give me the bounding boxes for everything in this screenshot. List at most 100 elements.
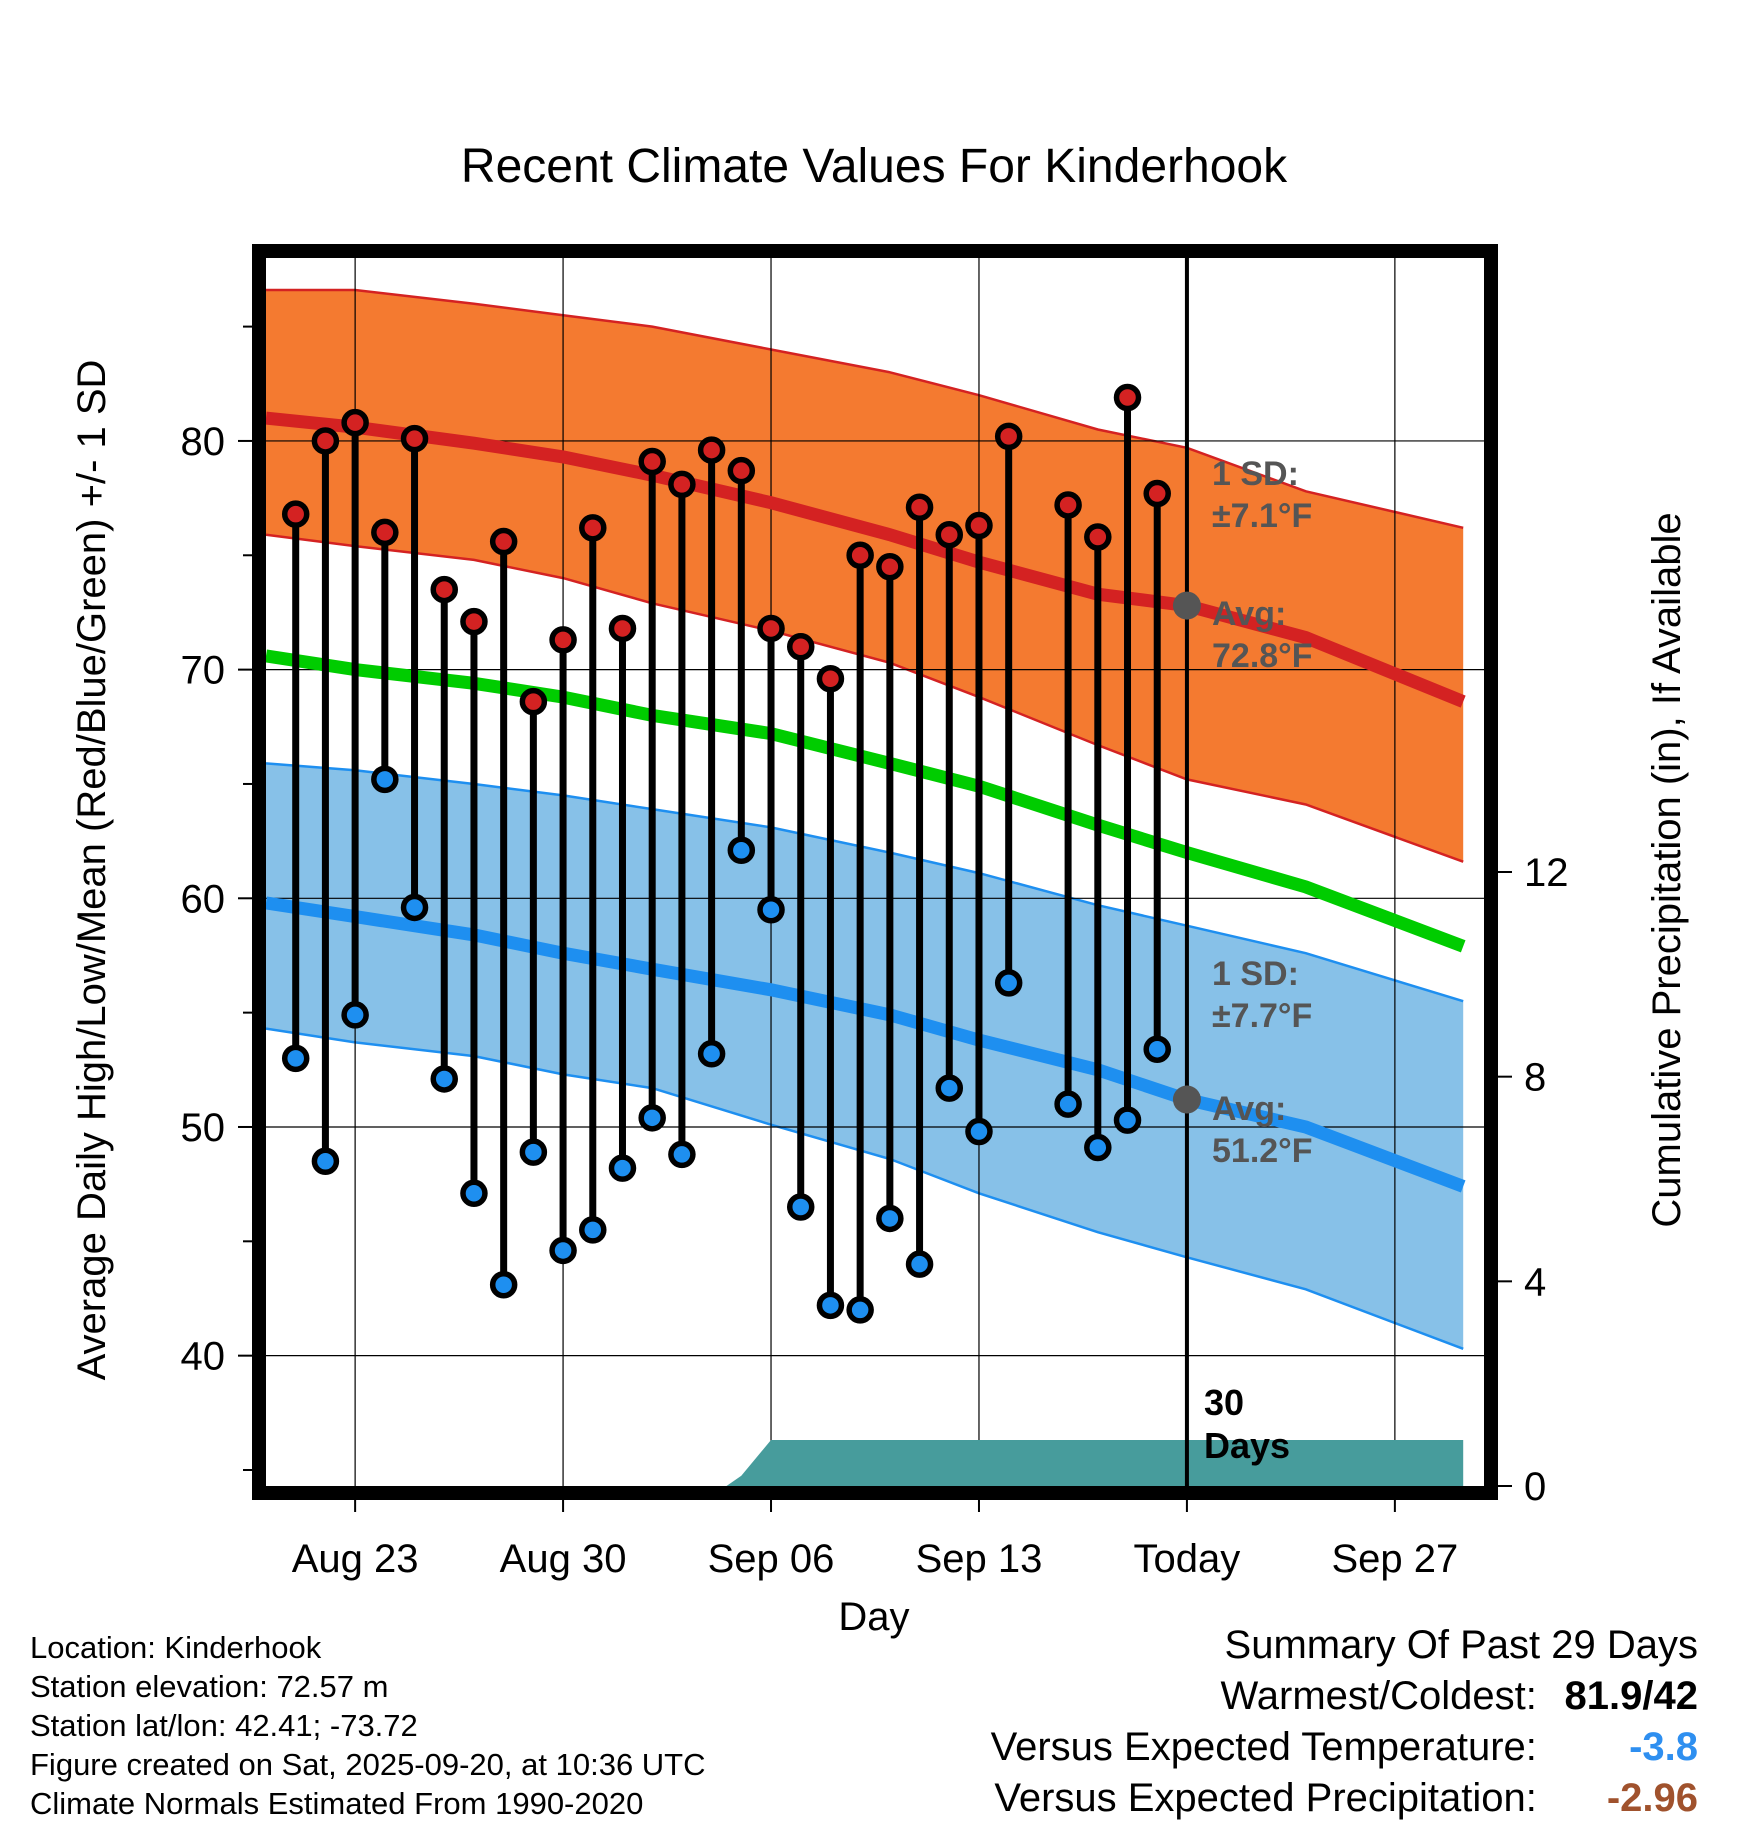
daily-high-point — [341, 408, 369, 437]
y-tick-label: 40 — [181, 1335, 226, 1379]
x-tick-label: Aug 23 — [292, 1537, 419, 1581]
annotations: 1 SD: ±7.1°F Avg: 72.8°F 1 SD: ±7.7°F Av… — [1204, 455, 1313, 1466]
daily-low-point — [668, 1140, 696, 1169]
y-axis-right: 0 4 8 12 — [1498, 851, 1569, 1509]
y2-tick-label: 0 — [1524, 1465, 1546, 1509]
daily-low-point — [697, 1040, 726, 1068]
daily-low-point — [816, 1291, 845, 1320]
daily-high-point — [668, 470, 696, 499]
daily-high-point — [1143, 479, 1171, 508]
temp-label: Versus Expected Temperature: — [990, 1725, 1537, 1769]
daily-low-point — [579, 1216, 607, 1244]
daily-low-point — [727, 836, 756, 865]
low-avg-label: Avg: — [1212, 1090, 1286, 1128]
precip-label: Versus Expected Precipitation: — [994, 1776, 1537, 1820]
daily-low-point — [1084, 1133, 1112, 1162]
station-info: Location: Kinderhook Station elevation: … — [30, 1628, 706, 1823]
avg-high-line — [266, 411, 1466, 708]
plot-area — [266, 258, 1484, 1486]
daily-low-point — [400, 893, 429, 922]
daily-low-point — [519, 1138, 548, 1166]
x-tick-label: Aug 30 — [500, 1537, 627, 1581]
low-sd-value: ±7.7°F — [1212, 997, 1312, 1035]
low-sd-label: 1 SD: — [1212, 955, 1299, 993]
daily-low-point — [994, 969, 1023, 997]
daily-low-point — [905, 1250, 934, 1278]
high-sd-label: 1 SD: — [1212, 455, 1299, 493]
summary-title: Summary Of Past 29 Days — [1224, 1623, 1698, 1667]
daily-low-point — [1143, 1035, 1171, 1063]
y-tick-label: 80 — [181, 420, 226, 464]
plot-frame — [252, 244, 1498, 1500]
daily-high-point — [489, 527, 518, 556]
y2-axis-label: Cumulative Precipitation (in), If Availa… — [1645, 512, 1689, 1227]
daily-low-point — [281, 1044, 310, 1073]
x-tick-label: Sep 06 — [708, 1537, 835, 1581]
daily-high-point — [757, 614, 785, 643]
y-tick-label: 50 — [181, 1106, 226, 1150]
y2-tick-label: 12 — [1524, 851, 1569, 895]
daily-low-point — [757, 895, 785, 924]
today-avg-low-marker — [1172, 1085, 1201, 1114]
y-axis-left: 40 50 60 70 80 — [181, 325, 252, 1471]
high-sd-band — [266, 290, 1464, 862]
precip-area — [266, 1440, 1464, 1486]
summary-warm-cold-row: Warmest/Coldest: 81.9/42 — [991, 1671, 1699, 1722]
daily-low-point — [460, 1179, 488, 1208]
daily-low-point — [311, 1147, 340, 1176]
summary-panel: Summary Of Past 29 Days Warmest/Coldest:… — [991, 1620, 1698, 1824]
daily-low-point — [371, 765, 399, 794]
elevation-text: Station elevation: 72.57 m — [30, 1669, 389, 1704]
precip-value: -2.96 — [1606, 1776, 1698, 1820]
daily-high-point — [935, 520, 964, 549]
daily-high-point — [608, 614, 637, 643]
y-tick-label: 60 — [181, 877, 226, 921]
chart-title: Recent Climate Values For Kinderhook — [461, 140, 1288, 193]
daily-high-point — [1054, 491, 1082, 519]
temp-value: -3.8 — [1629, 1725, 1698, 1769]
daily-high-point — [1084, 523, 1112, 551]
summary-temp-row: Versus Expected Temperature: -3.8 — [991, 1722, 1698, 1773]
x-tick-label: Sep 13 — [916, 1537, 1043, 1581]
warm-cold-label: Warmest/Coldest: — [1220, 1674, 1537, 1718]
high-sd-lower-line — [266, 533, 1464, 863]
warm-cold-value: 81.9/42 — [1564, 1674, 1698, 1718]
daily-high-point — [519, 687, 548, 716]
daily-high-point — [638, 447, 666, 476]
today-avg-high-marker — [1172, 591, 1201, 620]
daily-high-point — [1113, 383, 1142, 412]
precip-fill — [266, 1440, 1464, 1486]
daily-high-point — [816, 665, 845, 693]
daily-high-point — [281, 500, 310, 528]
daily-high-point — [579, 514, 607, 542]
created-text: Figure created on Sat, 2025-09-20, at 10… — [30, 1747, 706, 1782]
daily-low-point — [786, 1193, 815, 1221]
daily-high-point — [965, 511, 993, 540]
location-text: Location: Kinderhook — [30, 1630, 322, 1665]
y2-tick-label: 8 — [1524, 1056, 1546, 1100]
daily-high-point — [430, 575, 458, 604]
today-marker — [1172, 258, 1201, 1486]
y-axis-label: Average Daily High/Low/Mean (Red/Blue/Gr… — [70, 360, 114, 1381]
high-avg-value: 72.8°F — [1212, 637, 1313, 675]
daily-high-point — [371, 518, 399, 547]
days-label-number: 30 — [1204, 1382, 1244, 1423]
daily-low-point — [638, 1104, 666, 1132]
daily-low-point — [846, 1296, 874, 1324]
daily-high-point — [727, 456, 756, 485]
daily-high-point — [876, 552, 904, 581]
daily-high-point — [311, 427, 340, 455]
daily-high-point — [846, 541, 874, 570]
daily-high-point — [905, 493, 934, 522]
normals-text: Climate Normals Estimated From 1990-2020 — [30, 1786, 644, 1821]
daily-low-point — [935, 1074, 964, 1102]
y2-tick-label: 4 — [1524, 1260, 1546, 1304]
daily-high-point — [400, 424, 429, 453]
summary-precip-row: Versus Expected Precipitation: -2.96 — [991, 1773, 1698, 1824]
daily-high-point — [786, 633, 815, 661]
daily-low-point — [876, 1204, 904, 1233]
x-tick-label: Sep 27 — [1331, 1537, 1458, 1581]
high-sd-upper-line — [266, 288, 1464, 530]
y-tick-label: 70 — [181, 649, 226, 693]
